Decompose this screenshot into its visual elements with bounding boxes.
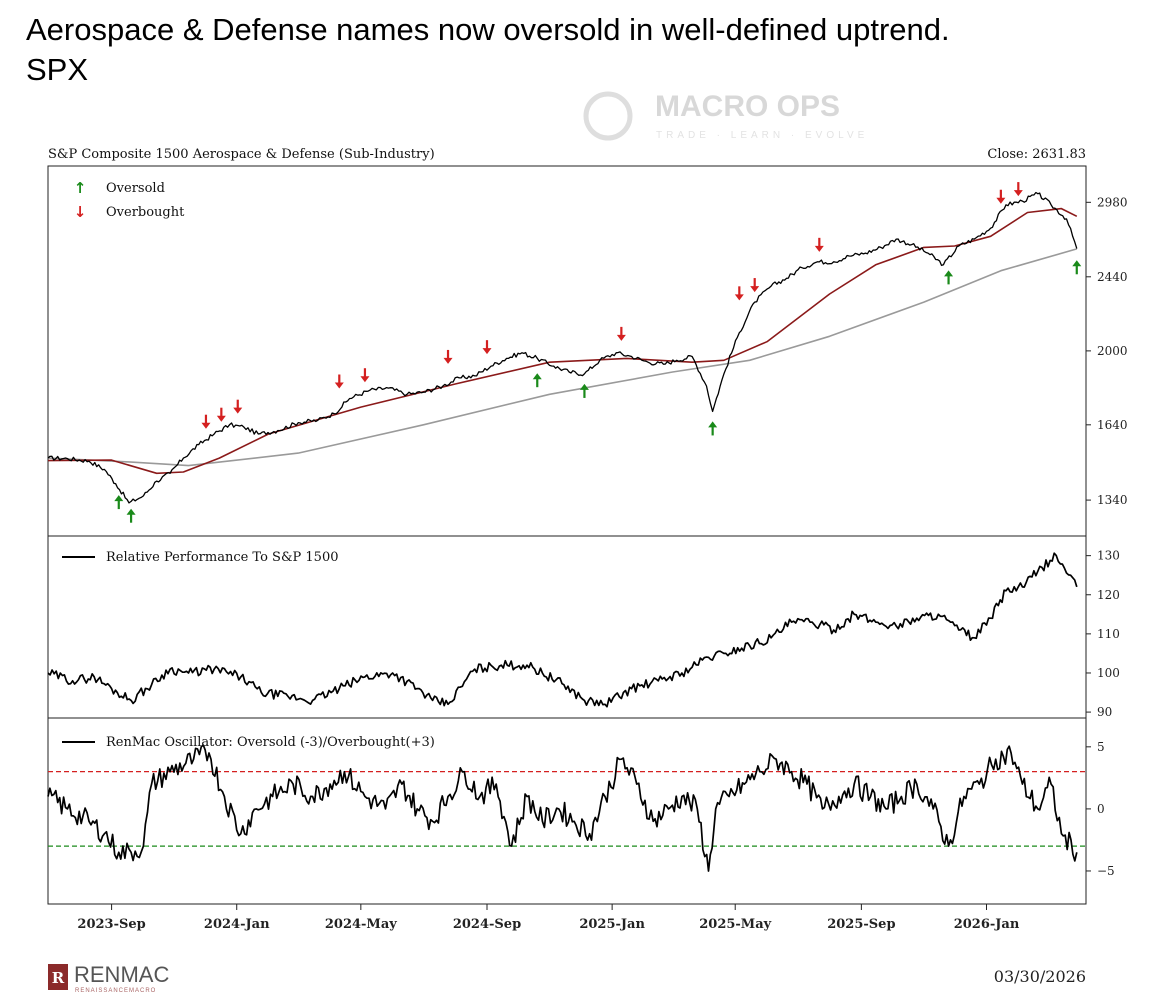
overbought-signal <box>734 286 744 301</box>
overbought-signal <box>216 407 226 422</box>
oversold-signal <box>114 495 124 510</box>
oscillator-legend: RenMac Oscillator: Oversold (-3)/Overbou… <box>62 735 435 750</box>
x-tick-label: 2025-Sep <box>827 917 895 932</box>
macro-ops-logo-icon <box>583 91 633 141</box>
relative-ytick-label: 130 <box>1097 549 1120 563</box>
oversold-arrow-icon: ↑ <box>74 179 87 197</box>
legend-overbought: Overbought <box>106 205 185 220</box>
overbought-signal <box>814 237 824 252</box>
overbought-signal-head <box>482 348 492 355</box>
x-tick-label: 2025-May <box>699 917 771 932</box>
relative-ytick-label: 100 <box>1097 666 1120 680</box>
relative-legend: Relative Performance To S&P 1500 <box>62 550 338 565</box>
overbought-signal-head <box>201 422 211 429</box>
oversold-signal-head <box>532 373 542 380</box>
price-ytick-label: 2980 <box>1097 195 1128 209</box>
watermark: MACRO OPS TRADE · LEARN · EVOLVE <box>583 90 868 141</box>
overbought-signal <box>201 414 211 429</box>
oversold-signal-head <box>944 270 954 277</box>
oscillator-ytick-label: 5 <box>1097 740 1105 754</box>
overbought-signal <box>1013 182 1023 197</box>
x-tick-label: 2026-Jan <box>954 917 1020 932</box>
oversold-signal-head <box>708 421 718 428</box>
overbought-signal <box>443 349 453 364</box>
oversold-signal <box>944 270 954 285</box>
overbought-signal-head <box>443 357 453 364</box>
renmac-logo-glyph: R <box>52 969 65 987</box>
oversold-signal <box>708 421 718 436</box>
oversold-signal-head <box>114 495 124 502</box>
overbought-arrow-icon: ↓ <box>74 203 87 221</box>
overbought-signal <box>482 340 492 355</box>
x-axis: 2023-Sep 2024-Jan 2024-May 2024-Sep 2025-Jan… <box>77 904 1020 932</box>
overbought-signal <box>360 368 370 383</box>
oversold-signal <box>579 383 589 398</box>
watermark-tagline: TRADE · LEARN · EVOLVE <box>656 130 868 141</box>
overbought-signal-head <box>233 407 243 414</box>
headline: Aerospace & Defense names now oversold i… <box>26 10 950 90</box>
relative-performance-panel: 90 100 110 120 130 <box>47 549 1120 719</box>
relative-ytick-label: 120 <box>1097 588 1120 602</box>
price-ytick-label: 1340 <box>1097 493 1128 507</box>
x-tick-label: 2024-Sep <box>453 917 521 932</box>
ma-long-line <box>47 248 1078 467</box>
price-legend: ↑ Oversold ↓ Overbought <box>74 179 185 221</box>
chart-date: 03/30/2026 <box>994 967 1086 986</box>
relative-ytick-label: 90 <box>1097 705 1112 719</box>
renmac-logo: R RENMAC RENAISSANCEMACRO <box>48 962 169 994</box>
renmac-brand: RENMAC <box>74 962 169 987</box>
overbought-signal-head <box>216 415 226 422</box>
overbought-signal-head <box>996 197 1006 204</box>
price-ytick-label: 2000 <box>1097 344 1128 358</box>
renmac-logo-icon <box>48 964 68 990</box>
relative-ytick-label: 110 <box>1097 627 1120 641</box>
price-ytick-label: 1640 <box>1097 418 1128 432</box>
oscillator-ytick-label: −5 <box>1097 864 1115 878</box>
watermark-brand: MACRO OPS <box>655 90 840 123</box>
close-label: Close: 2631.83 <box>987 147 1086 162</box>
price-ytick-label: 2440 <box>1097 270 1128 284</box>
chart-title: S&P Composite 1500 Aerospace & Defense (… <box>48 147 435 162</box>
legend-relative-performance: Relative Performance To S&P 1500 <box>106 550 338 565</box>
overbought-signal-head <box>734 294 744 301</box>
price-line <box>47 191 1078 504</box>
oversold-signal-head <box>579 383 589 390</box>
overbought-signal <box>996 189 1006 204</box>
overbought-signal <box>334 374 344 389</box>
legend-oversold: Oversold <box>106 181 165 196</box>
overbought-signal-head <box>360 376 370 383</box>
x-tick-label: 2023-Sep <box>77 917 145 932</box>
overbought-signal-head <box>334 382 344 389</box>
price-panel: 1340 1640 2000 2440 2980 <box>47 182 1128 523</box>
overbought-signal <box>233 399 243 414</box>
relative-performance-line <box>47 552 1078 708</box>
oscillator-line <box>47 744 1078 872</box>
headline-line-2: SPX <box>26 52 89 87</box>
headline-line-1: Aerospace & Defense names now oversold i… <box>26 12 950 47</box>
oscillator-panel: −5 0 5 <box>47 740 1115 878</box>
oversold-signal-head <box>126 508 136 515</box>
legend-oscillator: RenMac Oscillator: Oversold (-3)/Overbou… <box>106 735 435 750</box>
overbought-signal-head <box>814 245 824 252</box>
oversold-signal <box>1072 260 1082 275</box>
overbought-signal-head <box>616 334 626 341</box>
x-tick-label: 2024-May <box>325 917 397 932</box>
oversold-signal <box>532 373 542 388</box>
oversold-signal <box>126 508 136 523</box>
overbought-signal <box>616 326 626 341</box>
chart-frame <box>47 165 1087 905</box>
renmac-brand-sub: RENAISSANCEMACRO <box>75 988 156 994</box>
x-tick-label: 2024-Jan <box>204 917 270 932</box>
overbought-signal-head <box>750 286 760 293</box>
overbought-signal-head <box>1013 190 1023 197</box>
oscillator-ytick-label: 0 <box>1097 802 1105 816</box>
ma-short-line <box>47 207 1078 475</box>
x-tick-label: 2025-Jan <box>579 917 645 932</box>
overbought-signal <box>750 278 760 293</box>
oversold-signal-head <box>1072 260 1082 267</box>
